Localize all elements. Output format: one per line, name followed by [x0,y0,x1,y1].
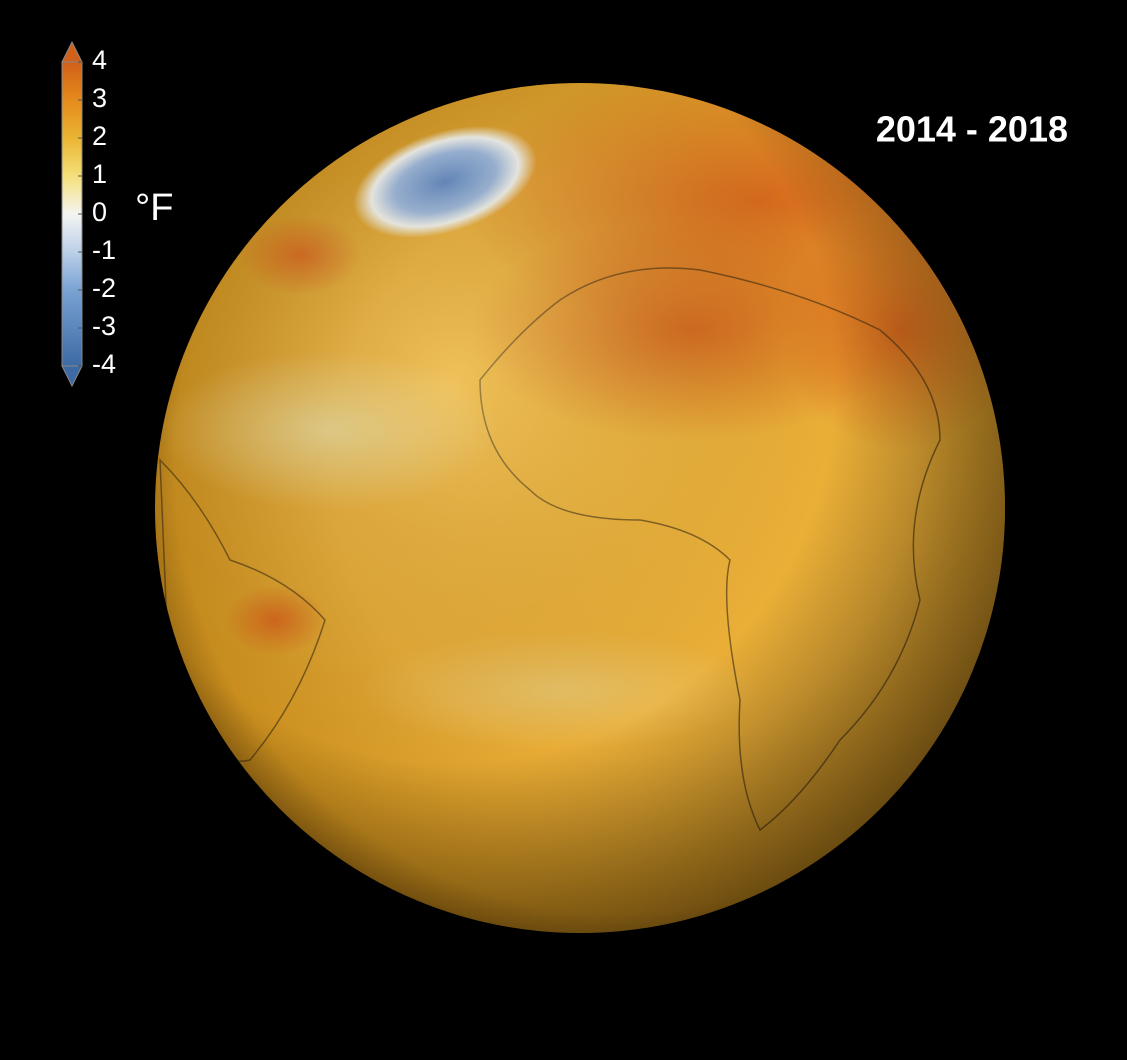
colorbar-tick-label: -3 [92,311,116,341]
colorbar-min-arrow [61,365,83,388]
colorbar-tick-label: 3 [92,83,107,113]
colorbar-tick-label: -1 [92,235,116,265]
globe-shading [155,83,1005,933]
colorbar-tick-label: 2 [92,121,107,151]
colorbar: °F 4 3 2 1 0 -1 -2 -3 -4 [61,40,173,388]
colorbar-tick-label: 1 [92,159,107,189]
colorbar-tick-label: -4 [92,349,116,379]
colorbar-max-arrow [61,40,83,63]
colorbar-tick-label: 4 [92,45,107,75]
colorbar-tick-label: 0 [92,197,107,227]
globe [155,83,1005,933]
colorbar-unit: °F [135,187,173,229]
colorbar-tick-label: -2 [92,273,116,303]
period-label: 2014 - 2018 [876,109,1068,150]
